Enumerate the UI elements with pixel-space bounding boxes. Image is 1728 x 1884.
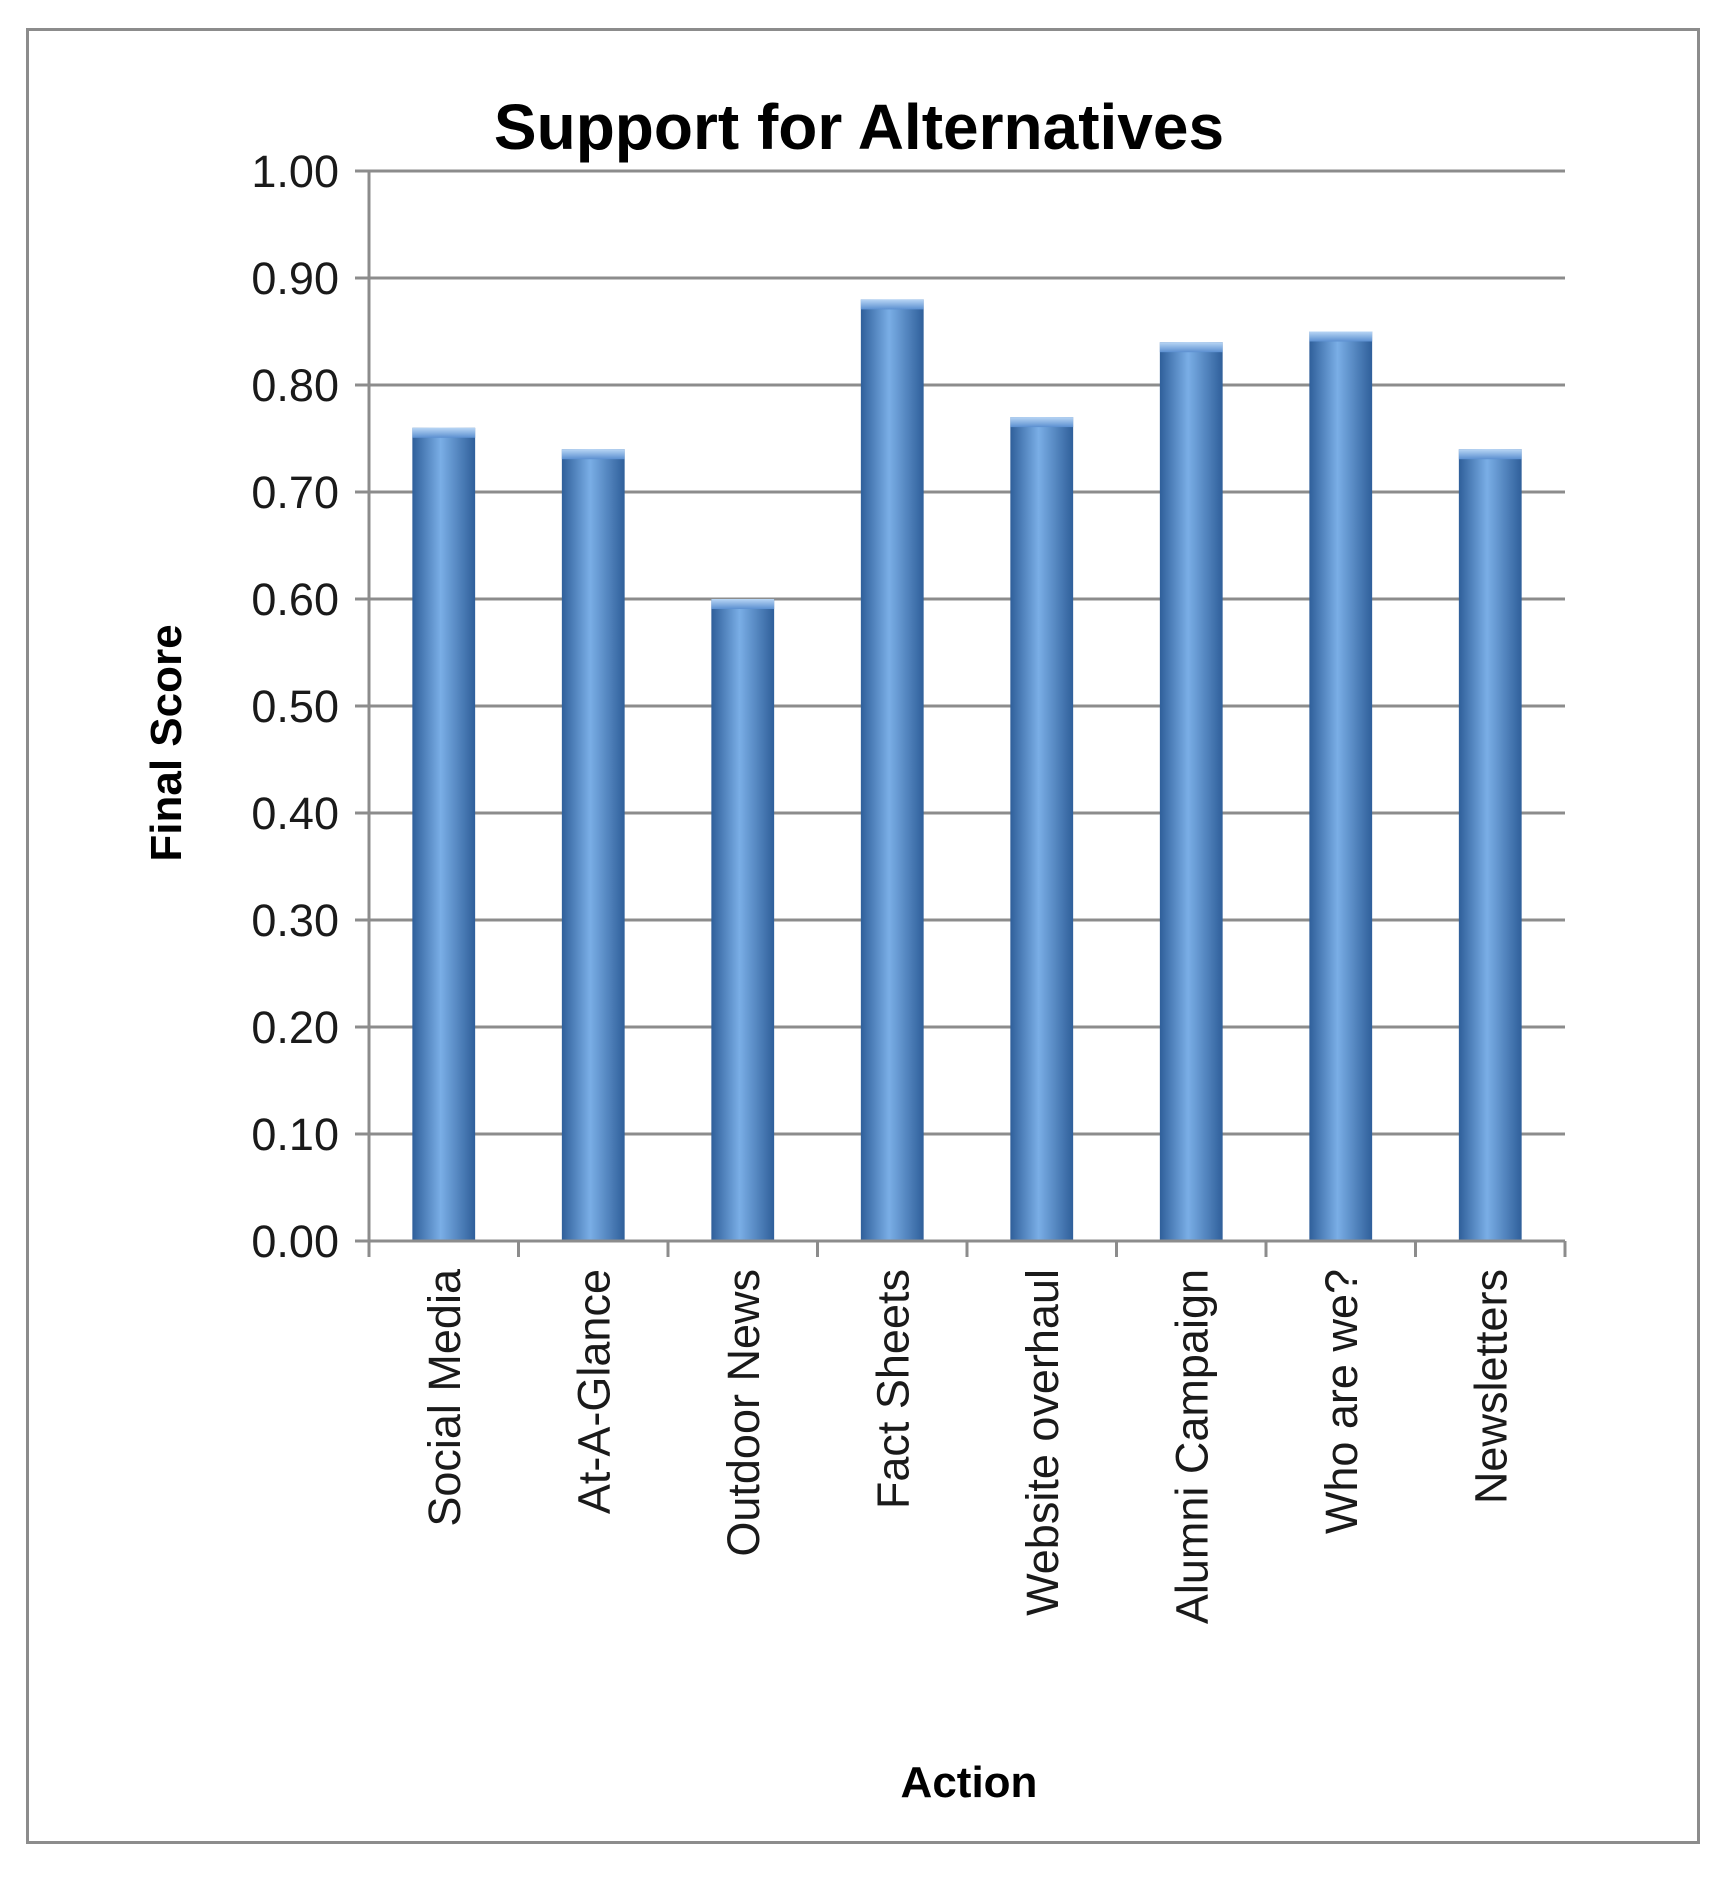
bar: [412, 427, 476, 1241]
bar: [1458, 449, 1522, 1241]
y-tick-label: 0.10: [251, 1109, 339, 1160]
x-axis-categories: Social Media At-A-Glance Outdoor News Fact …: [419, 1268, 1517, 1624]
y-tick-label: 0.70: [251, 467, 339, 518]
bars: [412, 299, 1522, 1242]
y-axis-ticks: 0.00 0.10 0.20 0.30 0.40 0.50 0.60 0.70 0.80 0.90…: [251, 146, 339, 1267]
x-category-label: At-A-Glance: [568, 1269, 619, 1514]
y-tick-label: 0.40: [251, 788, 339, 839]
x-category-label: Newsletters: [1465, 1269, 1516, 1504]
x-axis-title: Action: [901, 1758, 1038, 1807]
bar: [561, 449, 625, 1241]
gridlines: [355, 169, 1565, 1243]
y-tick-label: 0.30: [251, 895, 339, 946]
y-tick-label: 0.00: [251, 1216, 339, 1267]
bar-cap: [412, 427, 476, 438]
bar-cap: [711, 599, 775, 609]
bar: [711, 599, 775, 1241]
x-category-label: Alumni Campaign: [1166, 1269, 1217, 1624]
y-tick-label: 0.90: [251, 253, 339, 304]
y-tick-label: 0.20: [251, 1002, 339, 1053]
chart-title: Support for Alternatives: [494, 91, 1224, 163]
x-category-label: Outdoor News: [718, 1269, 769, 1557]
x-axis: [367, 171, 1567, 1257]
y-axis-title: Final Score: [142, 624, 191, 861]
chart-frame: Support for Alternatives 0.00 0.10 0.20 0.3…: [26, 28, 1700, 1844]
bar: [1309, 331, 1373, 1241]
bar-cap: [1159, 342, 1223, 353]
bar: [860, 299, 924, 1241]
bar-cap: [860, 299, 924, 310]
bar-chart: Support for Alternatives 0.00 0.10 0.20 0.3…: [142, 91, 1567, 1807]
bar-cap: [1458, 449, 1522, 460]
y-tick-label: 0.60: [251, 574, 339, 625]
y-tick-label: 1.00: [251, 146, 339, 197]
y-tick-label: 0.50: [251, 681, 339, 732]
x-category-label: Social Media: [419, 1268, 470, 1527]
bar: [1010, 417, 1074, 1242]
bar-cap: [1309, 331, 1373, 342]
x-category-label: Fact Sheets: [867, 1269, 918, 1509]
bar-cap: [561, 449, 625, 460]
bar: [1159, 342, 1223, 1241]
x-category-label: Who are we?: [1316, 1269, 1367, 1534]
bar-cap: [1010, 417, 1074, 428]
x-category-label: Website overhaul: [1017, 1269, 1068, 1616]
y-tick-label: 0.80: [251, 360, 339, 411]
